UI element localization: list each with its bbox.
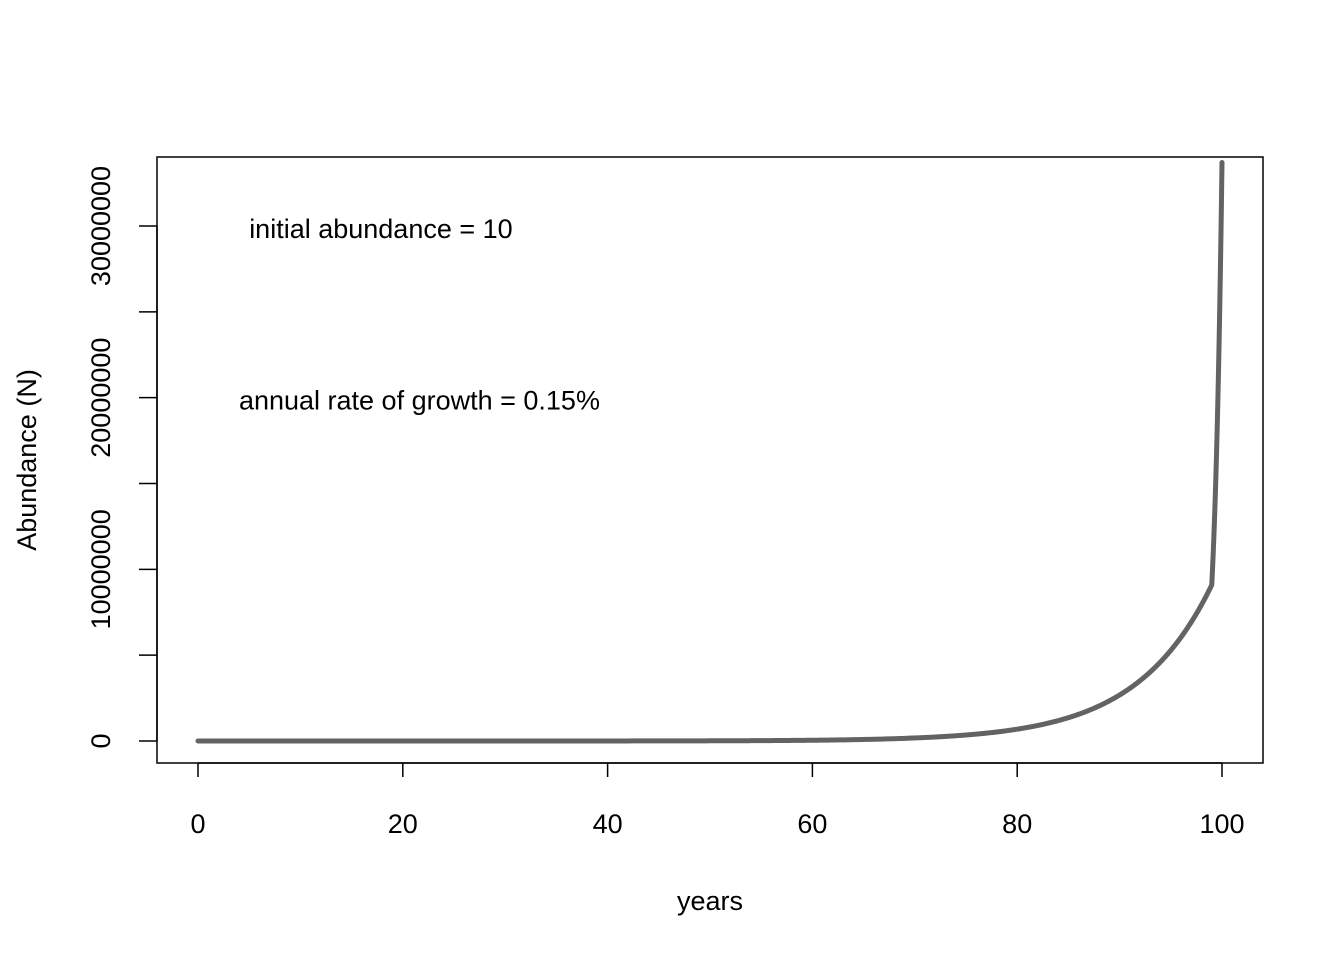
y-tick-label: 20000000 [86,338,116,458]
y-tick-label: 10000000 [86,509,116,629]
y-tick-label: 30000000 [86,166,116,286]
x-axis-title: years [677,886,743,916]
x-tick-label: 20 [388,809,418,839]
annotation: annual rate of growth = 0.15% [239,386,600,416]
series-line [195,159,1225,744]
x-tick-label: 100 [1199,809,1244,839]
x-tick-label: 80 [1002,809,1032,839]
annotations: initial abundance = 10 annual rate of gro… [239,214,600,416]
y-axis: 0 10000000 20000000 30000000 [86,166,158,749]
x-tick-label: 40 [593,809,623,839]
annotation: initial abundance = 10 [249,214,512,244]
series-layer [195,159,1225,744]
y-axis-title: Abundance (N) [12,369,42,551]
plot-frame [156,156,1264,764]
x-tick-label: 60 [797,809,827,839]
x-axis: 0 20 40 60 80 100 [190,762,1245,839]
y-tick-label: 0 [86,733,116,748]
x-tick-label: 0 [190,809,205,839]
